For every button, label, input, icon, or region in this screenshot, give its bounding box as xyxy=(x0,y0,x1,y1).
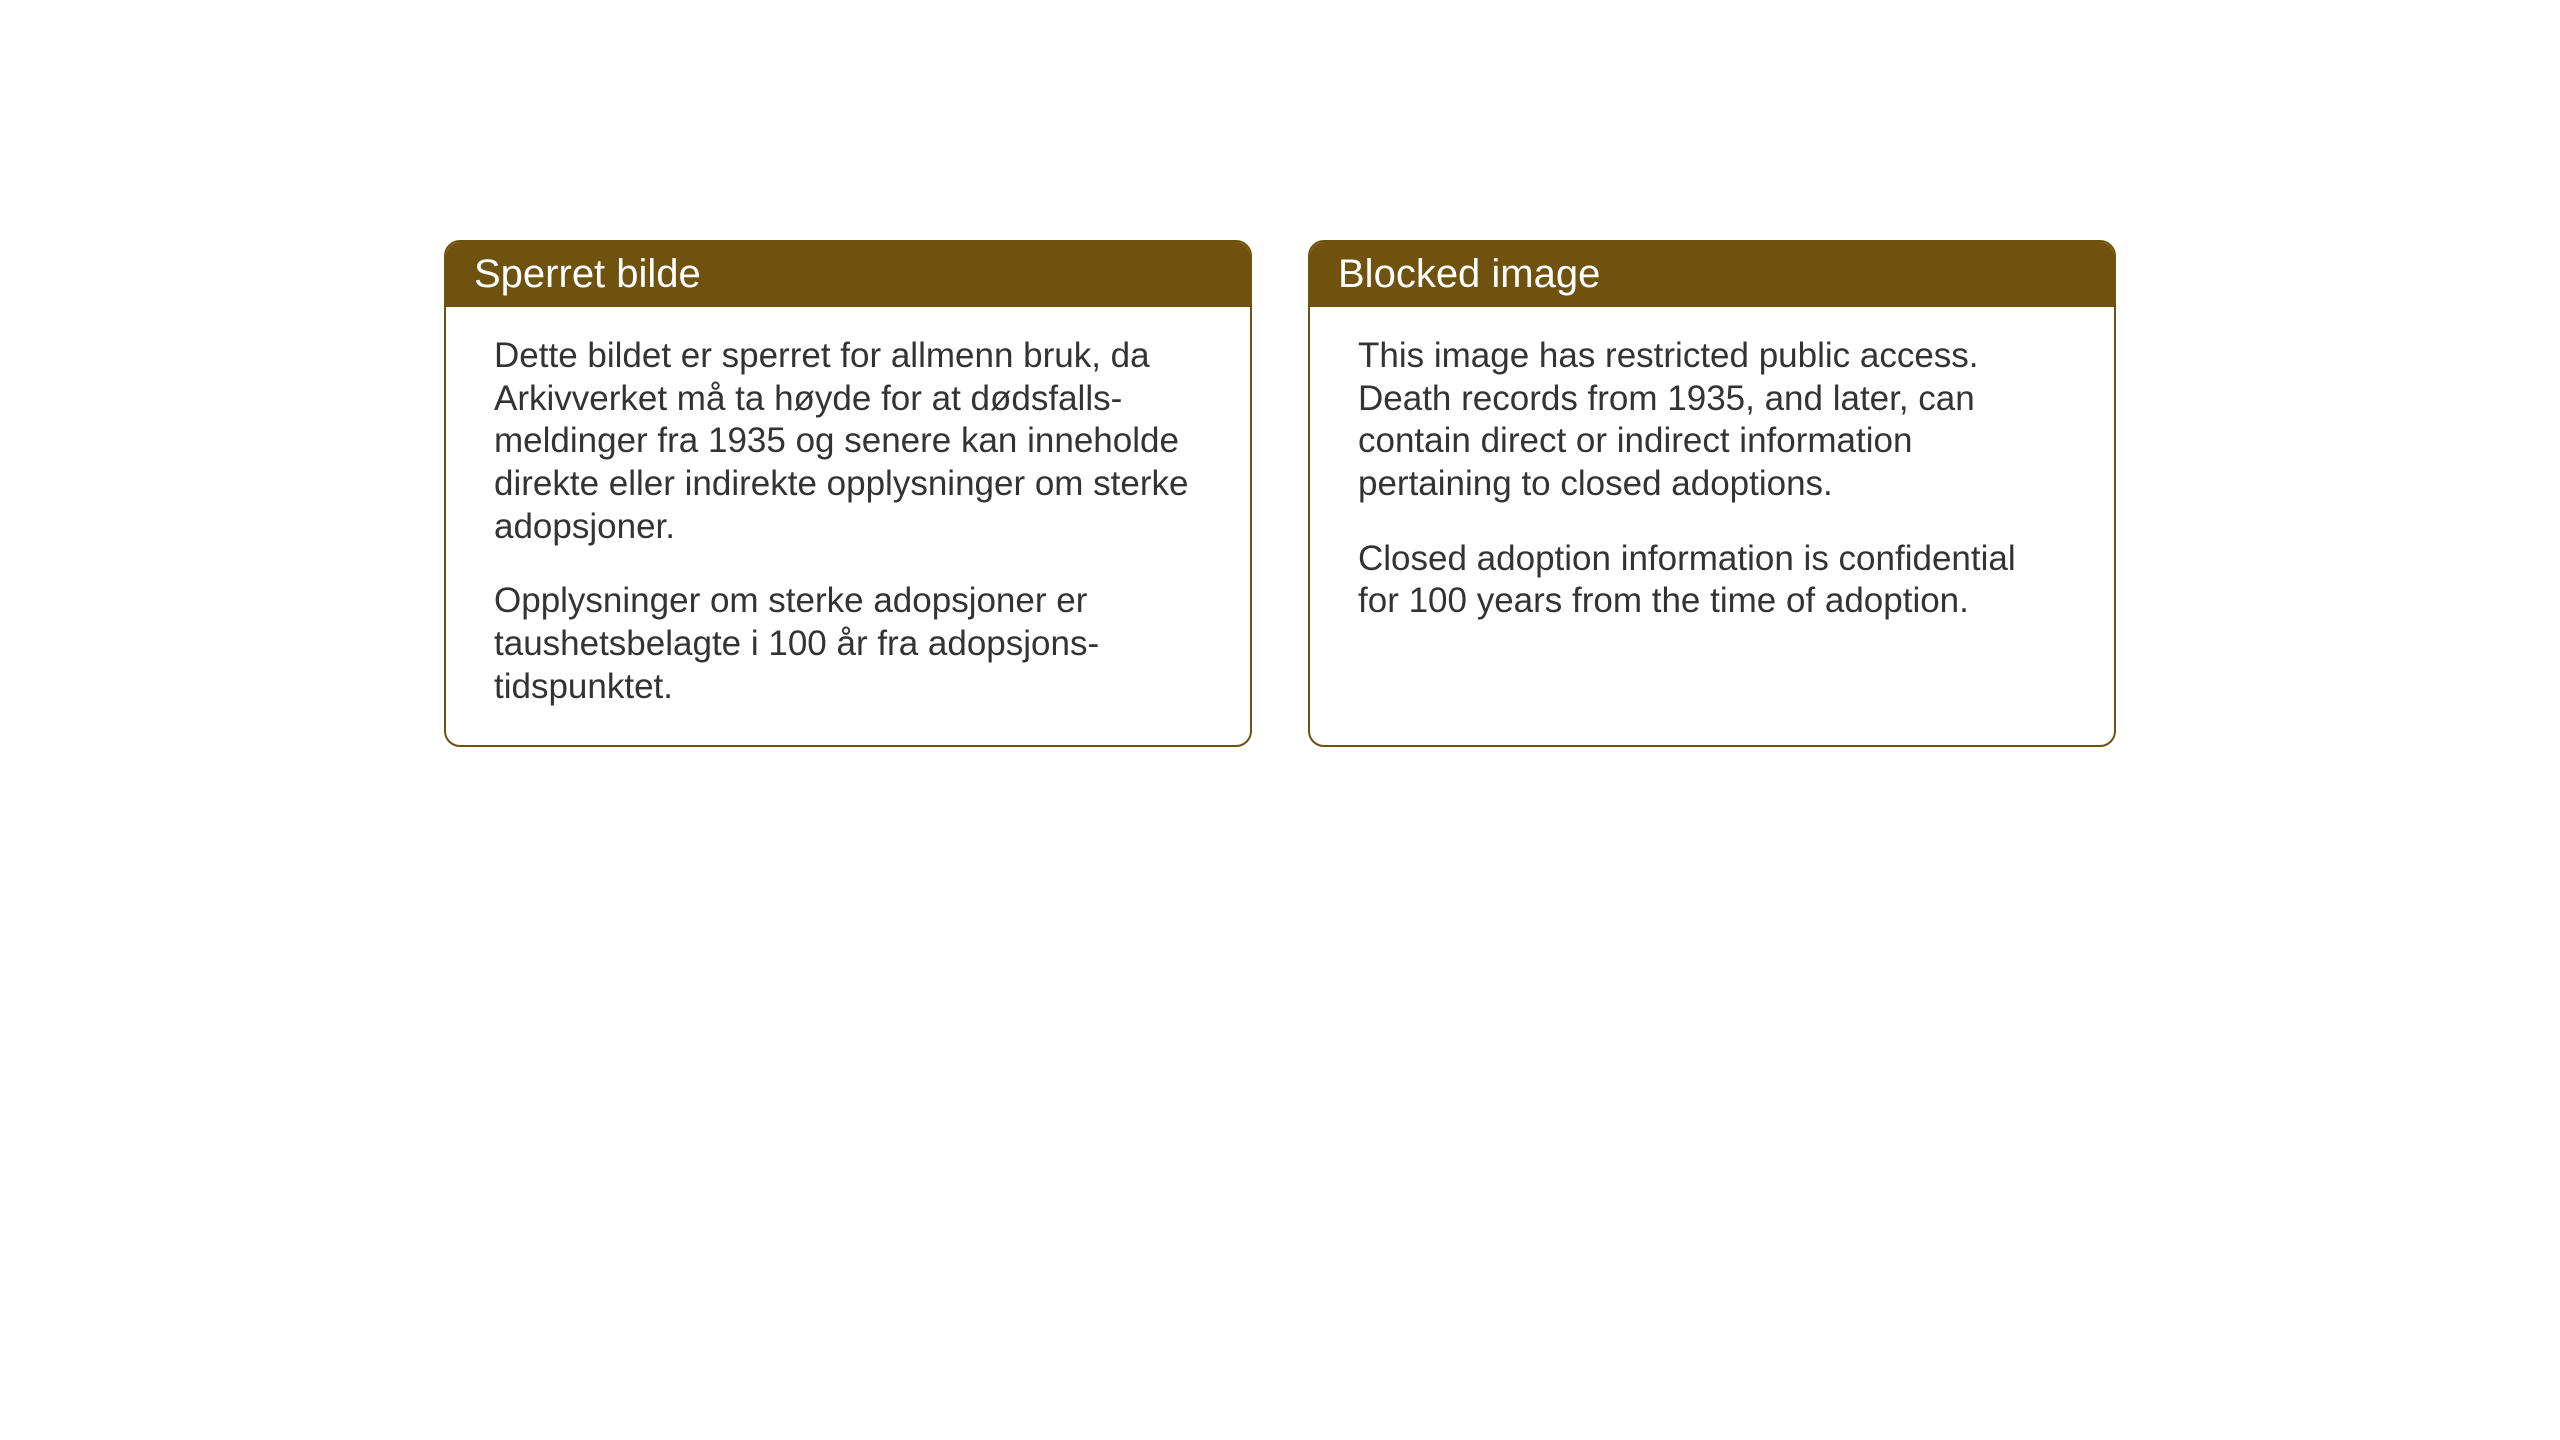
english-paragraph-1: This image has restricted public access.… xyxy=(1358,335,2066,506)
notice-cards-container: Sperret bilde Dette bildet er sperret fo… xyxy=(444,240,2116,747)
english-card-title: Blocked image xyxy=(1310,242,2114,307)
norwegian-paragraph-1: Dette bildet er sperret for allmenn bruk… xyxy=(494,335,1202,548)
norwegian-card-body: Dette bildet er sperret for allmenn bruk… xyxy=(446,307,1250,745)
norwegian-card-title: Sperret bilde xyxy=(446,242,1250,307)
english-card-body: This image has restricted public access.… xyxy=(1310,307,2114,745)
english-paragraph-2: Closed adoption information is confident… xyxy=(1358,538,2066,623)
english-notice-card: Blocked image This image has restricted … xyxy=(1308,240,2116,747)
norwegian-paragraph-2: Opplysninger om sterke adopsjoner er tau… xyxy=(494,580,1202,708)
norwegian-notice-card: Sperret bilde Dette bildet er sperret fo… xyxy=(444,240,1252,747)
